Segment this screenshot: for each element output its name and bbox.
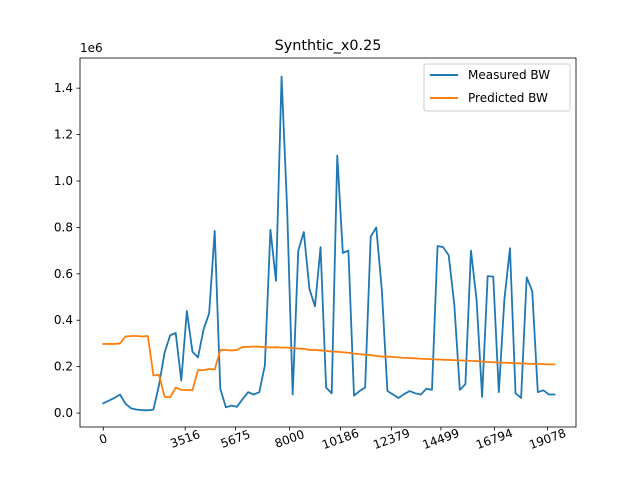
y-tick-label: 1.4: [54, 81, 73, 95]
y-tick-label: 0.4: [54, 313, 73, 327]
chart-title: Synthtic_x0.25: [275, 38, 382, 54]
y-axis-offset-label: 1e6: [80, 41, 103, 55]
legend: Measured BW Predicted BW: [423, 63, 571, 112]
legend-label-predicted: Predicted BW: [468, 91, 548, 105]
series-line-predicted-bw: [102, 335, 556, 399]
legend-label-measured: Measured BW: [468, 68, 550, 82]
plot-lines: [102, 75, 556, 412]
legend-box: [423, 63, 571, 112]
y-tick-label: 0.2: [54, 360, 73, 374]
plot-area-frame: [79, 57, 577, 428]
y-tick-label: 1.2: [54, 128, 73, 142]
x-tick-label: 0: [97, 431, 109, 447]
series-line-measured-bw: [102, 75, 556, 412]
y-tick-label: 0.8: [54, 220, 73, 234]
y-tick-label: 1.0: [54, 174, 73, 188]
y-axis: 0.0 0.2 0.4 0.6 0.8 1.0 1.2 1.4: [54, 81, 80, 420]
y-tick-label: 0.0: [54, 406, 73, 420]
y-tick-label: 0.6: [54, 267, 73, 281]
